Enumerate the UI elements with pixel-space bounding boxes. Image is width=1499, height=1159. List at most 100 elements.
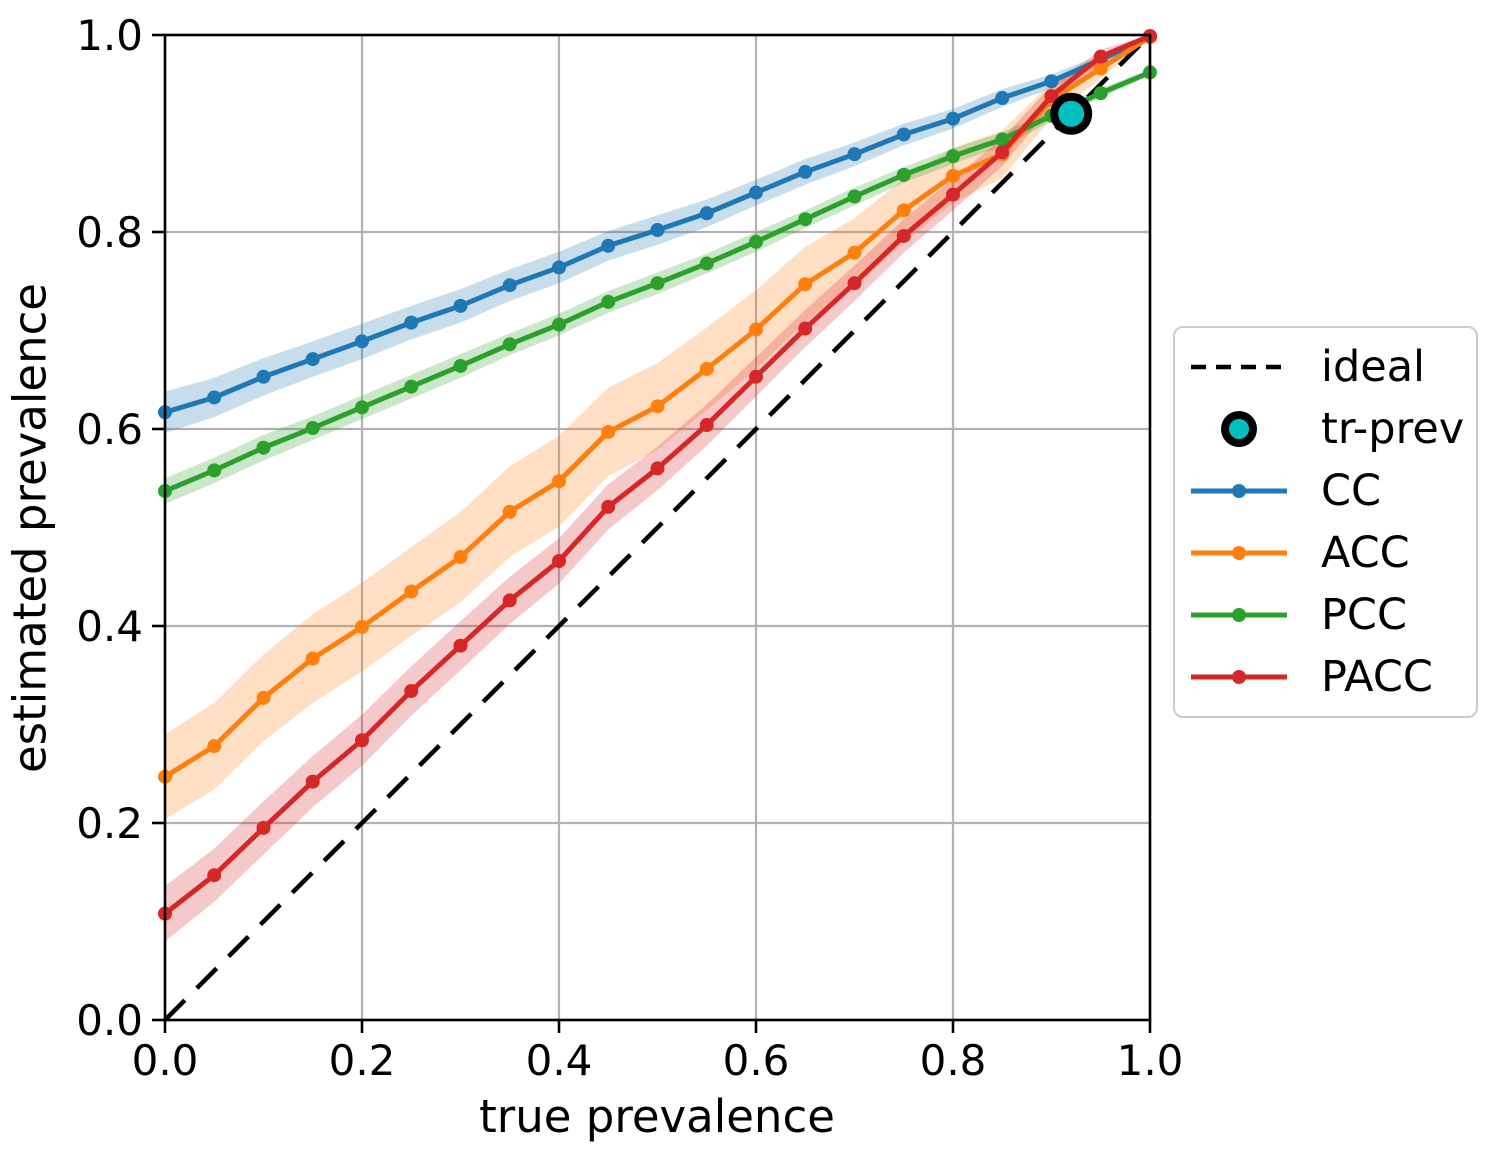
legend-entry-pacc: PACC (1175, 649, 1476, 705)
pacc-line-icon (1189, 655, 1289, 699)
point-acc (256, 690, 271, 705)
point-pcc (601, 294, 616, 309)
point-acc (1093, 61, 1108, 76)
plot-border (163, 33, 1152, 1022)
ideal-dashed-line-icon (1189, 345, 1289, 389)
point-acc (749, 322, 763, 337)
y-tick-label: 0.6 (76, 405, 143, 454)
point-cc (601, 238, 616, 253)
point-pcc (207, 463, 222, 478)
point-acc (552, 474, 566, 489)
point-pacc (1044, 89, 1059, 104)
point-pacc (601, 499, 616, 514)
legend-label-acc: ACC (1321, 527, 1410, 578)
point-pcc (453, 358, 468, 373)
x-tick-label: 0.6 (723, 1036, 790, 1085)
legend-entry-acc: ACC (1175, 525, 1476, 581)
point-cc (798, 164, 813, 179)
point-acc (453, 550, 468, 565)
point-pcc (305, 421, 320, 436)
point-pacc (699, 418, 714, 433)
point-pcc (896, 167, 911, 182)
point-pacc (896, 228, 911, 243)
point-pacc (995, 145, 1010, 160)
point-cc (552, 260, 566, 275)
x-tick-label: 1.0 (1117, 1036, 1184, 1085)
legend-label-cc: CC (1321, 465, 1382, 516)
point-acc (601, 424, 616, 439)
point-cc (749, 185, 763, 200)
y-tick-label: 0.4 (76, 602, 143, 651)
y-tick-label: 0.2 (76, 799, 143, 848)
point-pcc (798, 212, 813, 227)
x-tick-label: 0.8 (920, 1036, 987, 1085)
point-cc (995, 91, 1010, 106)
point-pcc (650, 276, 665, 291)
legend-entry-ideal: ideal (1175, 339, 1476, 395)
point-cc (404, 315, 419, 330)
point-pcc (552, 317, 566, 332)
y-tick-label: 0.8 (76, 208, 143, 257)
x-tick-label: 0.2 (329, 1036, 396, 1085)
legend-label-pcc: PCC (1321, 589, 1407, 640)
legend: ideal tr-prev CC ACC PCC PACC (1173, 326, 1478, 718)
ideal-line (163, 33, 1152, 1022)
point-cc (650, 223, 665, 238)
point-cc (305, 352, 320, 367)
point-pacc (453, 638, 468, 653)
point-pcc (1093, 86, 1108, 101)
tr-prev-marker-icon (1189, 407, 1289, 451)
point-cc (502, 278, 517, 293)
y-axis-label: estimated prevalence (3, 283, 57, 773)
point-cc (453, 298, 468, 313)
point-pacc (798, 321, 813, 336)
legend-entry-pcc: PCC (1175, 587, 1476, 643)
x-axis-label: true prevalence (479, 1090, 835, 1143)
point-cc (207, 390, 222, 405)
point-pacc (305, 774, 320, 789)
point-pacc (256, 820, 271, 835)
point-pcc (256, 440, 271, 455)
point-acc (355, 619, 369, 634)
legend-entry-tr-prev: tr-prev (1175, 401, 1476, 457)
point-pcc (404, 379, 419, 394)
acc-line-icon (1189, 531, 1289, 575)
point-pcc (995, 132, 1010, 147)
point-pacc (207, 868, 222, 883)
tr-prev-marker (1050, 92, 1093, 135)
legend-label-ideal: ideal (1321, 341, 1425, 392)
point-pcc (502, 337, 517, 352)
point-acc (404, 584, 419, 599)
point-cc (699, 206, 714, 221)
point-acc (650, 399, 665, 414)
point-cc (355, 334, 369, 349)
point-acc (502, 504, 517, 519)
band-pacc (165, 35, 1150, 942)
legend-label-tr-prev: tr-prev (1321, 403, 1465, 454)
point-acc (847, 245, 862, 260)
cc-line-icon (1189, 469, 1289, 513)
legend-label-pacc: PACC (1321, 651, 1433, 702)
pcc-line-icon (1189, 593, 1289, 637)
point-pacc (946, 187, 960, 202)
point-pcc (847, 189, 862, 204)
point-acc (798, 277, 813, 292)
point-pacc (749, 369, 763, 384)
x-tick-label: 0.4 (526, 1036, 593, 1085)
x-tick-label: 0.0 (132, 1036, 199, 1085)
point-cc (896, 127, 911, 142)
point-pcc (699, 256, 714, 271)
point-acc (699, 361, 714, 376)
legend-entry-cc: CC (1175, 463, 1476, 519)
point-pacc (355, 733, 369, 748)
point-acc (207, 739, 222, 754)
y-tick-label: 0.0 (76, 996, 143, 1045)
point-cc (1044, 74, 1059, 89)
point-acc (305, 651, 320, 666)
point-pacc (650, 461, 665, 476)
point-pacc (847, 276, 862, 291)
point-pacc (404, 684, 419, 699)
point-pcc (946, 149, 960, 164)
